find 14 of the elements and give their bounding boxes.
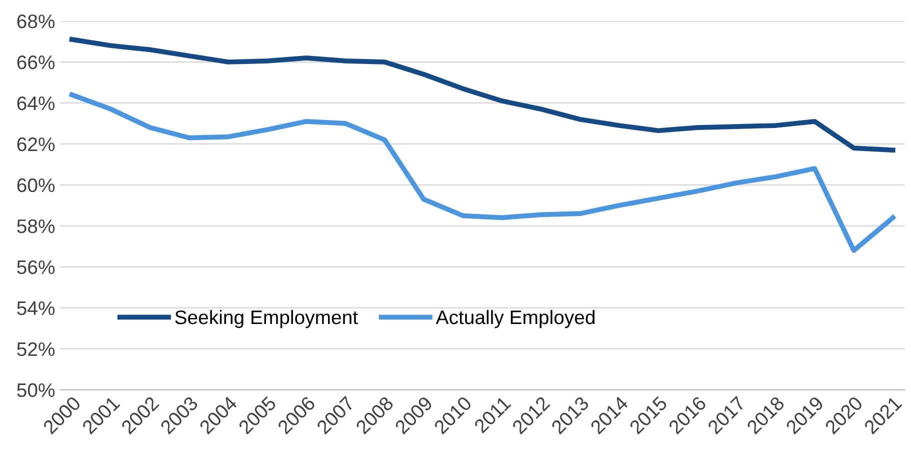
y-tick-label: 52% (17, 342, 55, 356)
y-tick-label: 58% (17, 219, 55, 234)
y-tick-label: 64% (17, 96, 55, 110)
legend-label: Actually Employed (436, 310, 594, 328)
line-series (69, 92, 896, 253)
line-series (69, 37, 896, 153)
y-tick-label: 54% (17, 301, 55, 316)
y-tick-label: 68% (17, 14, 55, 28)
y-tick-label: 62% (17, 137, 55, 152)
y-tick-label: 60% (17, 178, 55, 192)
y-tick-label: 56% (17, 260, 55, 274)
y-tick-label: 50% (17, 383, 55, 398)
legend-label: Seeking Employment (175, 310, 358, 328)
y-tick-label: 66% (17, 55, 55, 70)
